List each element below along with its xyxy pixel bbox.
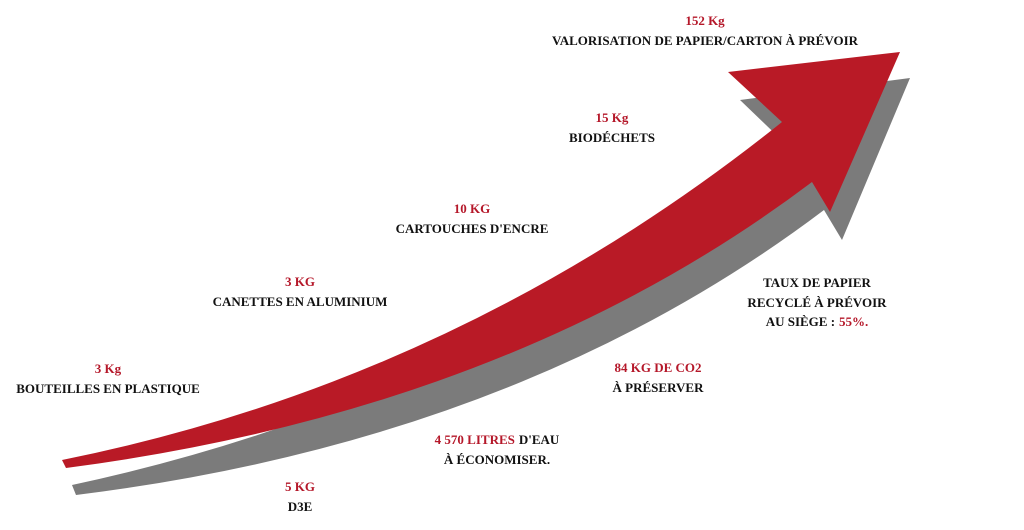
line: RECYCLÉ À PRÉVOIR xyxy=(747,294,887,310)
label: VALORISATION DE PAPIER/CARTON À PRÉVOIR xyxy=(551,32,859,48)
line: AU SIÈGE :55%. xyxy=(747,312,886,332)
label: BOUTEILLES EN PLASTIQUE xyxy=(16,380,200,396)
label-group: 10 KG CARTOUCHES D'ENCRE xyxy=(396,199,549,238)
text: AU SIÈGE : xyxy=(765,314,836,329)
action: À PRÉSERVER xyxy=(612,379,704,395)
label: BIODÉCHETS xyxy=(569,129,655,145)
label-group: 5 KG D3E xyxy=(285,477,315,516)
amount: 152 Kg xyxy=(685,13,725,28)
water-group: 4 570 LITRES D'EAU À ÉCONOMISER. xyxy=(435,430,560,469)
amount: 84 KG DE CO2 xyxy=(614,360,702,375)
amount: 5 KG xyxy=(285,479,315,494)
action: À ÉCONOMISER. xyxy=(443,451,551,467)
amount: 10 KG xyxy=(453,201,491,216)
co2-group: 84 KG DE CO2 À PRÉSERVER xyxy=(613,358,704,397)
unit: D'EAU xyxy=(518,432,560,447)
line: TAUX DE PAPIER xyxy=(763,275,871,290)
label: D3E xyxy=(287,498,313,514)
amount: 15 Kg xyxy=(595,110,629,125)
label-group: 3 Kg BOUTEILLES EN PLASTIQUE xyxy=(16,359,200,398)
label-group: 152 Kg VALORISATION DE PAPIER/CARTON À P… xyxy=(552,11,858,50)
water-line: 4 570 LITRES D'EAU xyxy=(435,430,560,450)
arrow xyxy=(62,52,900,468)
label-group: 15 Kg BIODÉCHETS xyxy=(569,108,655,147)
label: CARTOUCHES D'ENCRE xyxy=(395,220,549,236)
label: CANETTES EN ALUMINIUM xyxy=(212,293,388,309)
amount: 3 KG xyxy=(285,274,315,289)
amount: 4 570 LITRES xyxy=(434,432,515,447)
amount: 3 Kg xyxy=(94,361,122,376)
paper-rate-group: TAUX DE PAPIER RECYCLÉ À PRÉVOIR AU SIÈG… xyxy=(747,273,886,332)
label-group: 3 KG CANETTES EN ALUMINIUM xyxy=(213,272,388,311)
value: 55%. xyxy=(839,314,869,329)
